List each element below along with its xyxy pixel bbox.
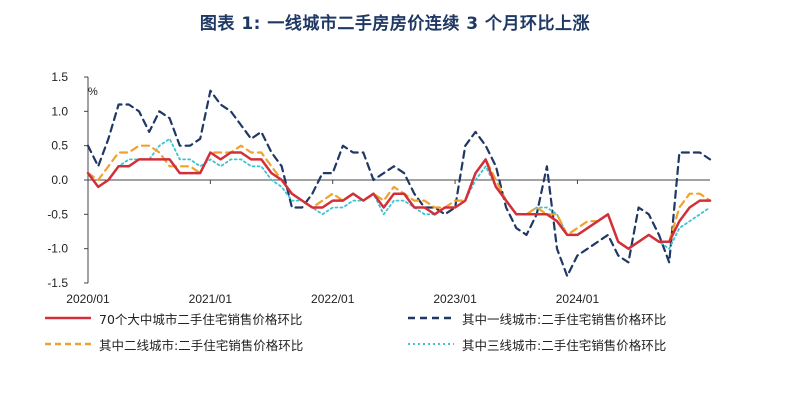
- chart-axes: 1.5 1.0 0.5 0.0 -0.5 -1.0 -1.5 2020/01 2021/01 20…: [47, 70, 710, 306]
- legend-label: 70个大中城市二手住宅销售价格环比: [99, 311, 303, 327]
- x-tick-label: 2023/01: [433, 292, 477, 306]
- legend-item-70-cities: 70个大中城市二手住宅销售价格环比: [45, 308, 302, 328]
- y-tick-label: 0.5: [51, 139, 68, 153]
- legend-label: 其中三线城市:二手住宅销售价格环比: [462, 337, 667, 353]
- legend-label: 其中二线城市:二手住宅销售价格环比: [99, 337, 304, 353]
- y-axis-unit-label: %: [88, 86, 98, 98]
- legend-item-tier2: 其中二线城市:二手住宅销售价格环比: [45, 334, 303, 354]
- legend-swatch-navy-dashed: [408, 316, 454, 320]
- y-tick-label: 1.5: [51, 70, 68, 84]
- chart-series: [86, 89, 712, 278]
- series-line-1: [86, 89, 712, 278]
- legend-label: 其中一线城市:二手住宅销售价格环比: [462, 311, 667, 327]
- x-tick-label: 2022/01: [311, 292, 355, 306]
- x-tick-label: 2021/01: [189, 292, 233, 306]
- y-tick-label: 0.0: [51, 173, 68, 187]
- x-tick-label: 2020/01: [66, 292, 110, 306]
- y-tick-label: -0.5: [47, 207, 68, 221]
- legend-swatch-orange-dashed: [45, 342, 91, 346]
- chart-title: 图表 1: 一线城市二手房房价连续 3 个月环比上涨: [199, 14, 591, 34]
- legend-swatch-teal-dotted: [408, 343, 454, 345]
- legend-item-tier3: 其中三线城市:二手住宅销售价格环比: [408, 334, 666, 354]
- y-tick-label: -1.5: [47, 276, 68, 290]
- legend-item-tier1: 其中一线城市:二手住宅销售价格环比: [408, 308, 666, 328]
- y-tick-label: 1.0: [51, 104, 68, 118]
- line-chart: 1.5 1.0 0.5 0.0 -0.5 -1.0 -1.5 2020/01 2021/01 20…: [47, 70, 712, 306]
- x-tick-label: 2024/01: [556, 292, 600, 306]
- y-tick-label: -1.0: [47, 242, 68, 256]
- chart-legend: 70个大中城市二手住宅销售价格环比 其中一线城市:二手住宅销售价格环比 其中二线…: [0, 308, 790, 358]
- series-line-0: [86, 151, 712, 250]
- legend-swatch-red-solid: [45, 316, 91, 320]
- series-line-2: [86, 144, 712, 250]
